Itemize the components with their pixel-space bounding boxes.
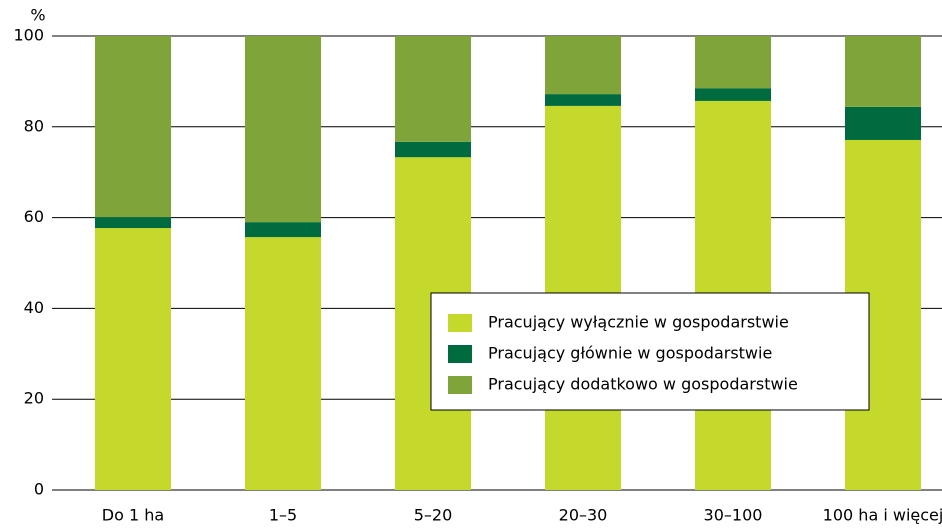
x-tick-label: 5–20 (414, 506, 453, 525)
y-tick-label: 40 (24, 298, 44, 317)
legend-swatch (448, 314, 472, 332)
x-tick-label: 30–100 (704, 506, 763, 525)
y-axis-label: % (30, 6, 45, 25)
bar-segment (695, 36, 771, 89)
y-tick-label: 100 (13, 26, 44, 45)
bar-segment (245, 36, 321, 223)
y-tick-label: 20 (24, 389, 44, 408)
bar-segment (845, 36, 921, 107)
bar-segment (95, 228, 171, 491)
y-tick-label: 0 (34, 480, 44, 499)
bar-segment (545, 36, 621, 95)
y-tick-label: 60 (24, 207, 44, 226)
bar-segment (245, 222, 321, 238)
legend-label: Pracujący wyłącznie w gospodarstwie (488, 313, 789, 332)
bar-segment (845, 106, 921, 140)
bar-segment (245, 237, 321, 490)
y-tick-label: 80 (24, 116, 44, 135)
legend: Pracujący wyłącznie w gospodarstwie Pracu… (430, 292, 870, 411)
x-tick-label: Do 1 ha (102, 506, 164, 525)
bar-segment (95, 217, 171, 229)
bar-segment (95, 36, 171, 218)
legend-label: Pracujący dodatkowo w gospodarstwie (488, 375, 798, 394)
bar-segment (545, 94, 621, 106)
bar-segment (395, 141, 471, 158)
legend-swatch (448, 376, 472, 394)
legend-label: Pracujący głównie w gospodarstwie (488, 344, 772, 363)
bar-segment (695, 88, 771, 101)
legend-swatch (448, 345, 472, 363)
x-tick-label: 100 ha i więcej (823, 506, 942, 525)
x-tick-label: 1–5 (269, 506, 297, 525)
bar-segment (395, 36, 471, 142)
x-tick-label: 20–30 (559, 506, 608, 525)
legend-box (430, 292, 870, 411)
